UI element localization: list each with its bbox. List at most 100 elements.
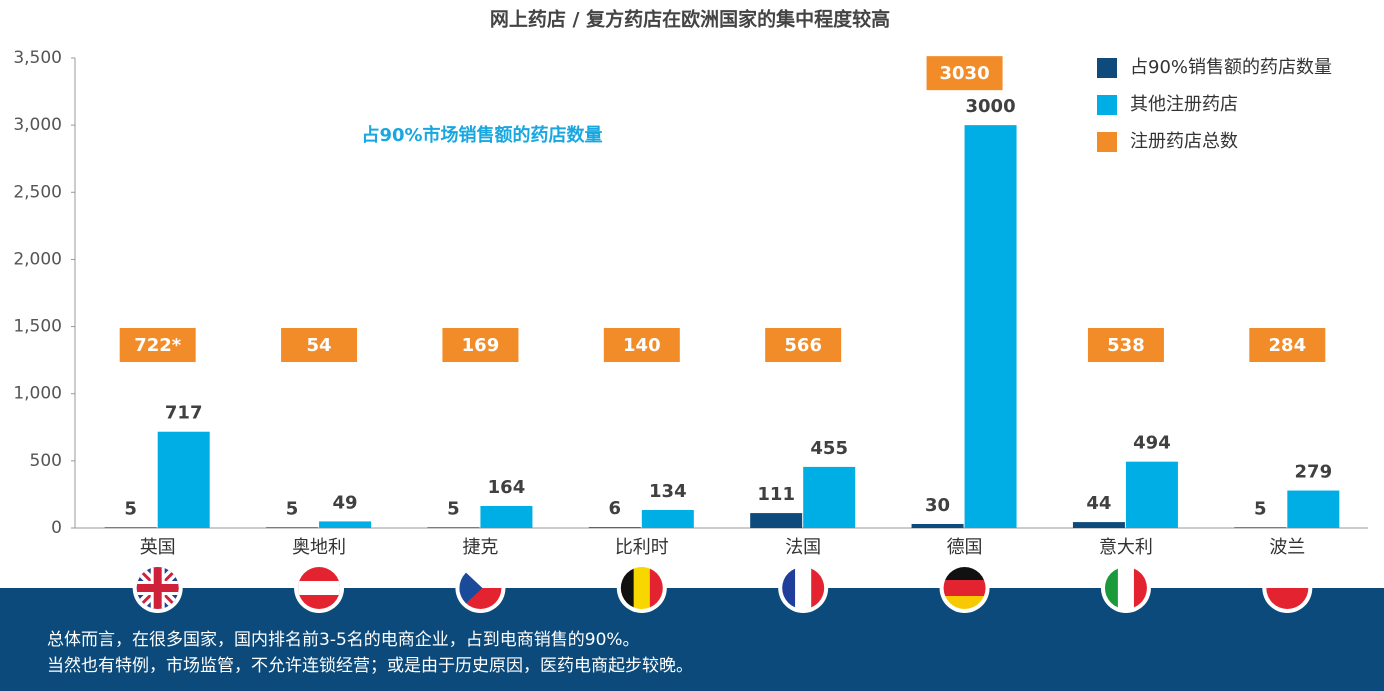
bar: [750, 513, 803, 528]
footer-band: [0, 588, 1384, 691]
value-label: 717: [165, 403, 203, 424]
flag-inner: [943, 567, 986, 609]
flag: [1262, 563, 1313, 613]
bar: [427, 527, 480, 528]
flag-inner: [298, 567, 341, 609]
flag-inner: [1104, 567, 1147, 609]
total-box: [281, 328, 358, 362]
legend-label: 占90%销售额的药店数量: [1130, 57, 1332, 78]
flag-inner: [459, 567, 502, 609]
flag-part: [1104, 567, 1118, 609]
flag-part: [943, 567, 986, 580]
total-label: 54: [307, 335, 332, 356]
bar: [964, 125, 1017, 529]
bar: [319, 521, 372, 528]
total-box: [1087, 328, 1164, 362]
flag-part: [1117, 567, 1134, 609]
footer-text: 当然也有特例，市场监管，不允许连锁经营；或是由于历史原因，医药电商起步较晚。: [47, 656, 693, 676]
x-tick-label: 英国: [140, 537, 176, 558]
footer-text: 总体而言，在很多国家，国内排名前3-5名的电商企业，占到电商销售的90%。: [47, 630, 640, 650]
flag-part: [620, 567, 634, 609]
value-label: 3000: [966, 96, 1016, 117]
flag-inner: [1266, 567, 1309, 609]
y-tick-label: 3,500: [13, 48, 62, 68]
total-box: [765, 328, 842, 362]
total-label: 722*: [134, 335, 182, 356]
total-box: [926, 56, 1003, 91]
chart-title: 网上药店 / 复方药店在欧洲国家的集中程度较高: [490, 8, 890, 31]
bar: [157, 431, 210, 528]
total-label: 140: [623, 335, 661, 356]
legend-swatch: [1097, 58, 1117, 78]
bar: [803, 466, 856, 528]
annotation: 占90%市场销售额的药店数量: [361, 124, 602, 146]
value-label: 111: [757, 484, 795, 505]
flag-part: [811, 567, 825, 609]
bar: [1234, 527, 1287, 528]
legend-swatch: [1097, 132, 1117, 152]
bar: [1125, 461, 1178, 528]
value-label: 5: [447, 498, 460, 519]
flag: [294, 563, 345, 613]
flag-part: [782, 567, 796, 609]
y-tick-label: 3,000: [13, 115, 62, 135]
value-label: 49: [333, 492, 358, 513]
flag-part: [1133, 567, 1147, 609]
x-tick-label: 捷克: [462, 537, 498, 558]
flag-inner: [782, 567, 825, 609]
x-tick-label: 德国: [947, 537, 983, 558]
value-label: 30: [925, 495, 950, 516]
flag-part: [633, 567, 650, 609]
value-label: 5: [286, 498, 299, 519]
bar: [1072, 522, 1125, 528]
x-tick-label: 法国: [785, 537, 821, 558]
flag-part: [649, 567, 663, 609]
total-box: [603, 328, 680, 362]
value-label: 5: [1254, 498, 1267, 519]
x-tick-label: 波兰: [1269, 537, 1305, 558]
flag-inner: [620, 567, 663, 609]
flag-part: [1266, 588, 1309, 609]
x-tick-label: 比利时: [615, 537, 669, 558]
x-tick-label: 奥地利: [292, 537, 346, 558]
flag-part: [459, 567, 483, 609]
total-box: [119, 328, 196, 362]
flag-part: [943, 596, 986, 609]
flag: [1100, 563, 1151, 613]
total-label: 538: [1107, 335, 1145, 356]
y-tick-label: 0: [51, 518, 62, 538]
bar: [911, 523, 964, 528]
flag-part: [1266, 567, 1309, 588]
total-label: 3030: [940, 63, 990, 84]
flag: [616, 563, 667, 613]
flag-part: [795, 567, 812, 609]
value-label: 6: [609, 498, 622, 519]
bar: [104, 527, 157, 528]
y-tick-label: 1,500: [13, 317, 62, 337]
total-label: 169: [462, 335, 500, 356]
value-label: 455: [810, 438, 848, 459]
total-label: 566: [784, 335, 822, 356]
flag: [455, 563, 506, 613]
flag: [778, 563, 829, 613]
total-label: 284: [1269, 335, 1307, 356]
flag-part: [943, 580, 986, 596]
legend-label: 注册药店总数: [1130, 131, 1238, 152]
bar: [1287, 490, 1340, 528]
value-label: 5: [124, 498, 137, 519]
legend-swatch: [1097, 95, 1117, 115]
flag-part: [298, 581, 341, 595]
value-label: 134: [649, 481, 687, 502]
legend-label: 其他注册药店: [1130, 94, 1238, 115]
x-tick-label: 意大利: [1099, 537, 1153, 558]
y-tick-label: 2,000: [13, 249, 62, 269]
y-tick-label: 500: [30, 451, 62, 471]
flag: [132, 563, 183, 613]
bar: [266, 527, 319, 528]
flag-part: [136, 567, 179, 609]
flag: [939, 563, 990, 613]
bar: [588, 527, 641, 528]
total-box: [1249, 328, 1326, 362]
bar: [641, 510, 694, 528]
